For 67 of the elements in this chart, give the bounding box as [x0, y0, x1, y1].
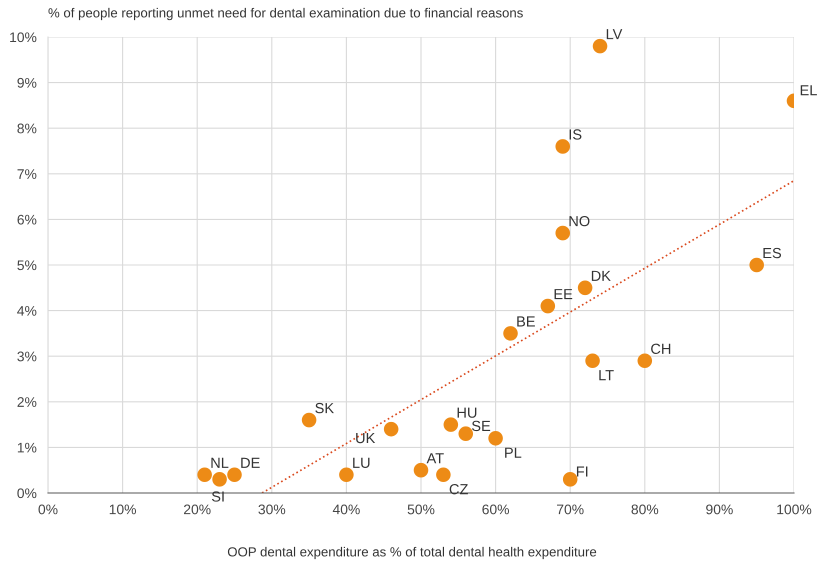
annotation: HU — [458, 408, 476, 418]
point — [384, 422, 398, 436]
point — [302, 412, 316, 428]
annotation: UK — [356, 433, 376, 444]
x-tick-label: 70% — [557, 504, 584, 514]
x-tick-label: 50% — [408, 504, 434, 514]
point — [197, 467, 212, 482]
annotation: LT — [599, 370, 614, 380]
annotation: FI — [576, 466, 588, 477]
annotation: LV — [606, 29, 622, 40]
y-tick-label: 5% — [17, 260, 36, 270]
point — [414, 462, 428, 478]
point — [444, 417, 458, 432]
point — [592, 38, 608, 54]
point — [503, 326, 518, 341]
point — [339, 467, 354, 482]
point — [749, 258, 764, 272]
x-tick-label: 20% — [184, 504, 211, 514]
point — [436, 467, 451, 482]
annotation: SE — [472, 420, 490, 432]
x-tick-label: 40% — [332, 504, 360, 514]
annotation: SI — [212, 491, 224, 502]
annotation: IS — [570, 129, 582, 140]
annotation: EL — [800, 85, 817, 96]
annotation: PL — [505, 448, 522, 458]
annotation: NL — [211, 458, 228, 468]
point — [585, 353, 600, 368]
annotation: NO — [569, 216, 590, 226]
x-axis-title: OOP dental expenditure as % of total dental health expenditure — [228, 546, 596, 560]
point — [555, 226, 570, 240]
point — [227, 467, 242, 482]
x-tick-label: 30% — [258, 504, 286, 514]
point — [562, 472, 578, 487]
point — [488, 430, 503, 446]
annotation: CZ — [450, 484, 468, 494]
x-tick-label: 60% — [482, 504, 510, 514]
point — [540, 298, 556, 314]
y-tick-label: 1% — [18, 442, 36, 453]
annotation: EE — [554, 289, 572, 300]
annotation: BE — [517, 316, 535, 326]
point — [638, 353, 652, 368]
annotation: CH — [651, 344, 670, 354]
annotation: DE — [241, 458, 260, 468]
x-tick-label: 100% — [777, 504, 812, 514]
annotation: SK — [315, 402, 334, 414]
y-tick-label: 7% — [18, 169, 36, 179]
x-tick-label: 90% — [706, 504, 733, 514]
y-tick-label: 9% — [17, 78, 36, 88]
y-tick-label: 3% — [17, 352, 36, 362]
y-tick-label: 4% — [17, 306, 36, 316]
y-tick-label: 6% — [18, 214, 36, 225]
x-tick-label: 80% — [632, 504, 658, 514]
annotation: LU — [353, 458, 370, 468]
point — [555, 139, 570, 154]
y-axis-title: % of people reporting unmet need for dental examination due to financial reasons — [48, 8, 523, 20]
point — [578, 280, 592, 296]
y-tick-label: 2% — [18, 397, 36, 407]
x-tick-label: 0% — [38, 504, 58, 514]
annotation: AT — [426, 453, 444, 464]
y-tick-label: 8% — [17, 124, 36, 134]
annotation: DK — [592, 270, 611, 281]
y-tick-label: 10% — [10, 32, 36, 42]
x-tick-label: 10% — [110, 504, 136, 514]
point — [458, 426, 474, 442]
point — [212, 472, 227, 487]
annotation: ES — [763, 248, 782, 258]
y-tick-label: 0% — [17, 488, 36, 498]
